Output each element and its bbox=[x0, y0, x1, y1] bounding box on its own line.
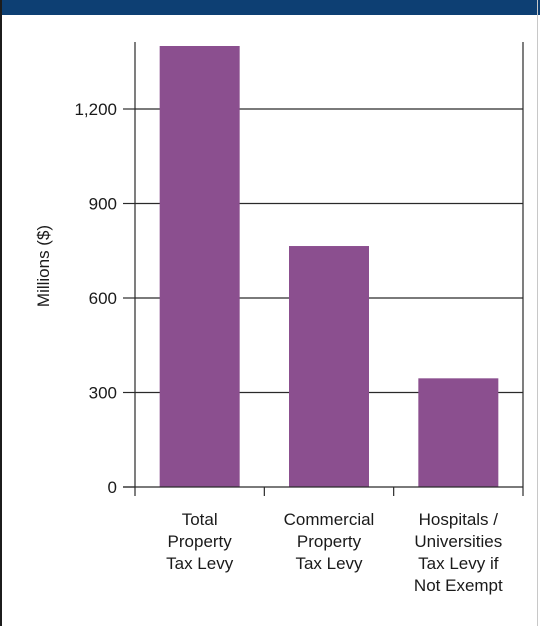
bar bbox=[159, 46, 240, 487]
axes bbox=[123, 42, 524, 496]
category-label-line: Tax Levy bbox=[295, 554, 363, 573]
bars bbox=[159, 46, 499, 487]
category-label: Total Property Tax Levy bbox=[166, 510, 234, 573]
category-label-line: Total bbox=[182, 510, 218, 529]
y-tick-label: 0 bbox=[108, 478, 117, 497]
category-label-line: Not Exempt bbox=[414, 576, 503, 595]
y-tick-label: 300 bbox=[89, 384, 117, 403]
bar bbox=[418, 378, 499, 487]
category-label-line: Property bbox=[168, 532, 233, 551]
category-label-line: Hospitals / bbox=[419, 510, 499, 529]
bar bbox=[289, 246, 369, 487]
header-bar bbox=[0, 0, 540, 15]
category-label: Commercial Property Tax Levy bbox=[284, 510, 375, 573]
y-tick-label: 900 bbox=[89, 195, 117, 214]
y-tick-labels: 0 300 600 900 1,200 bbox=[74, 100, 117, 497]
y-axis-title: Millions ($) bbox=[34, 225, 53, 307]
category-label-line: Universities bbox=[414, 532, 502, 551]
category-label-line: Tax Levy if bbox=[418, 554, 499, 573]
y-tick-label: 1,200 bbox=[74, 100, 117, 119]
category-label-line: Property bbox=[297, 532, 362, 551]
category-label: Hospitals / Universities Tax Levy if Not Ex… bbox=[414, 510, 503, 595]
category-label-line: Commercial bbox=[284, 510, 375, 529]
category-label-line: Tax Levy bbox=[166, 554, 234, 573]
y-tick-label: 600 bbox=[89, 289, 117, 308]
